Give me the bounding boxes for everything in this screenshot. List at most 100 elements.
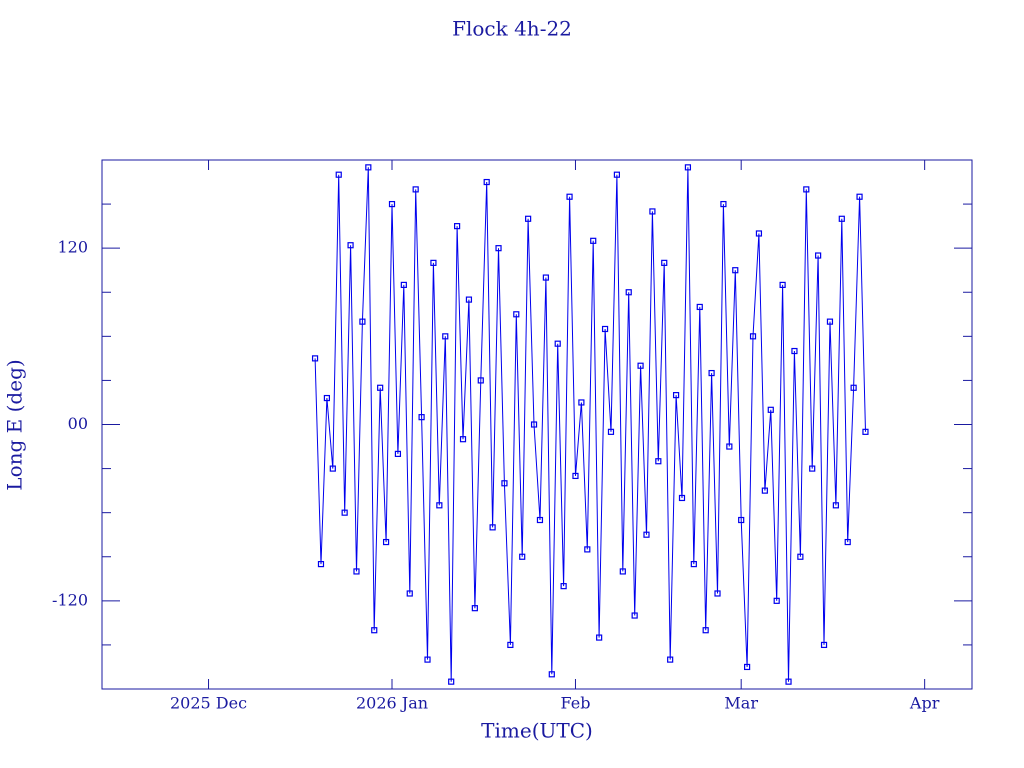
data-point: [536, 516, 544, 524]
data-point: [862, 428, 869, 435]
data-point: [365, 164, 372, 171]
data-point: [477, 377, 484, 384]
data-point: [471, 605, 478, 612]
data-point: [495, 245, 502, 252]
data-point: [530, 421, 538, 428]
data-point: [572, 472, 579, 480]
data-point: [501, 480, 508, 487]
data-point: [560, 583, 567, 590]
data-point: [702, 627, 709, 634]
data-point: [738, 516, 745, 524]
data-point: [353, 568, 360, 575]
data-point: [791, 347, 798, 355]
data-point: [773, 597, 780, 604]
y-tick-label: 00: [68, 414, 88, 433]
data-point: [803, 186, 810, 193]
data-point: [483, 178, 490, 186]
data-point: [726, 443, 733, 450]
data-point: [578, 399, 585, 406]
data-point: [394, 450, 402, 457]
data-point: [382, 538, 390, 546]
data-point: [844, 538, 851, 546]
data-point: [519, 553, 526, 560]
data-point: [826, 318, 834, 325]
data-point: [513, 311, 520, 318]
x-tick-label: 2025 Dec: [170, 694, 247, 713]
data-point: [631, 612, 638, 619]
data-point: [761, 487, 768, 494]
data-point: [584, 546, 591, 553]
data-point: [465, 296, 473, 303]
data-point: [507, 641, 514, 649]
data-point: [708, 369, 715, 377]
y-tick-label: 120: [57, 238, 88, 257]
data-point: [542, 274, 549, 281]
data-point: [548, 671, 555, 678]
data-point: [655, 458, 662, 465]
data-point: [525, 215, 532, 222]
x-tick-label: 2026 Jan: [356, 694, 428, 713]
data-point: [442, 333, 449, 340]
data-point: [850, 384, 857, 391]
data-point: [566, 193, 573, 200]
data-point: [714, 590, 721, 597]
data-point: [359, 318, 366, 325]
data-point: [755, 230, 763, 237]
data-point: [779, 281, 786, 289]
data-point: [489, 524, 496, 531]
data-point: [696, 303, 703, 311]
x-tick-label: Apr: [909, 694, 940, 713]
data-point: [430, 259, 437, 266]
data-point: [619, 568, 626, 575]
data-point: [377, 384, 384, 391]
data-point: [744, 663, 751, 671]
data-point: [371, 627, 378, 634]
data-point: [856, 193, 863, 200]
data-point: [436, 502, 443, 509]
data-point: [554, 340, 561, 347]
data-point: [815, 252, 822, 259]
y-tick-label: -120: [52, 590, 88, 609]
data-point: [785, 678, 792, 685]
data-point: [323, 394, 330, 402]
data-point: [767, 406, 774, 413]
x-tick-label: Feb: [561, 694, 591, 713]
chart-title: Flock 4h-22: [452, 17, 572, 41]
data-point: [329, 465, 336, 472]
data-point: [601, 325, 609, 333]
data-point: [341, 509, 348, 516]
data-point: [406, 590, 413, 597]
data-point: [797, 553, 804, 560]
data-point: [347, 242, 354, 249]
x-axis-label: Time(UTC): [481, 719, 593, 743]
data-point: [838, 215, 845, 222]
data-point: [607, 428, 615, 435]
data-point: [459, 436, 467, 443]
data-point: [732, 267, 739, 274]
data-point: [596, 634, 603, 641]
data-point: [661, 259, 668, 266]
data-point: [684, 164, 692, 171]
y-axis-label: Long E (deg): [3, 359, 27, 490]
data-point: [625, 289, 632, 296]
data-point: [454, 223, 461, 230]
data-point: [311, 355, 319, 362]
data-point: [448, 678, 455, 685]
data-point: [749, 333, 757, 340]
data-point: [820, 641, 828, 649]
data-point: [637, 362, 644, 369]
data-point: [317, 560, 325, 568]
data-point: [672, 392, 680, 399]
data-point: [412, 186, 419, 193]
data-point: [690, 560, 697, 568]
data-point: [832, 502, 839, 509]
data-line: [314, 167, 866, 682]
data-point: [643, 531, 650, 538]
data-point: [649, 208, 656, 215]
data-point: [809, 465, 816, 472]
x-tick-label: Mar: [724, 694, 758, 713]
data-point: [335, 171, 342, 178]
data-point: [590, 237, 597, 244]
data-point: [418, 414, 425, 421]
